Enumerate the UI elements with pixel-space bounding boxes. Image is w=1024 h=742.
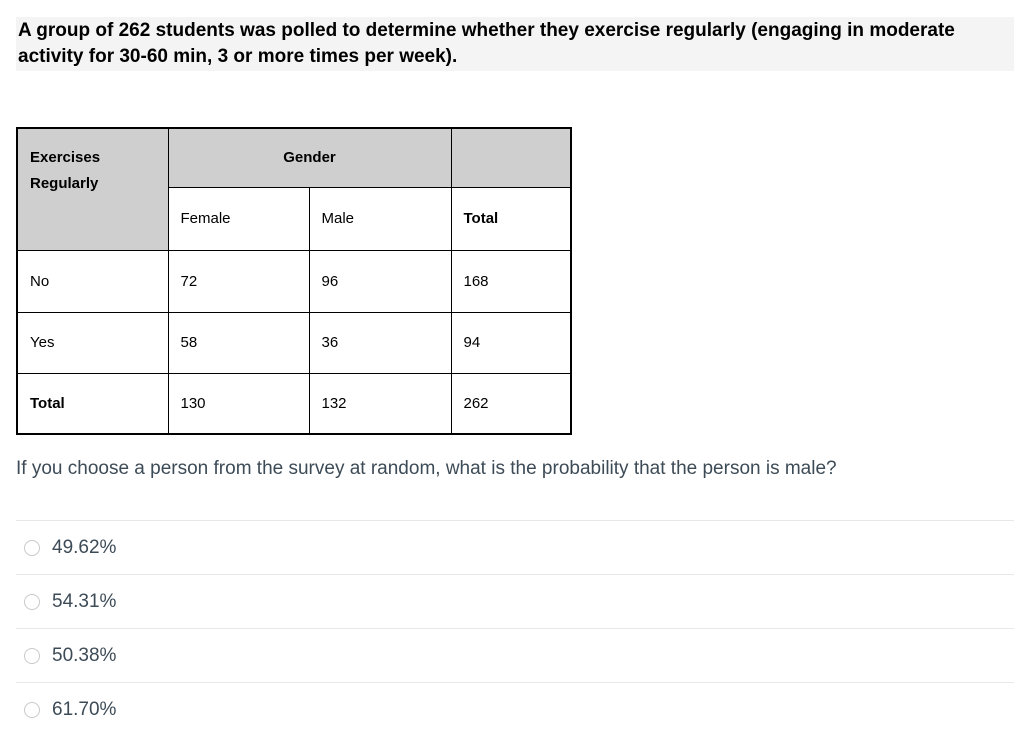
- radio-button-icon[interactable]: [24, 593, 40, 610]
- answer-option-label: 61.70%: [52, 698, 117, 720]
- col-header-total: Total: [450, 186, 572, 251]
- answer-option-2[interactable]: 54.31%: [16, 574, 1014, 628]
- cell-yes-female: 58: [167, 311, 310, 374]
- row-label-yes: Yes: [16, 311, 169, 374]
- table-group-header-gender: Gender: [167, 127, 452, 188]
- col-header-female: Female: [167, 186, 310, 251]
- table-header-row-1: Exercises Regularly Gender: [16, 127, 572, 251]
- table-row-no: No 72 96 168: [16, 249, 572, 313]
- answer-options-list: 49.62% 54.31% 50.38% 61.70%: [16, 520, 1014, 736]
- cell-no-total: 168: [450, 249, 572, 313]
- col-header-male: Male: [308, 186, 452, 251]
- cell-no-male: 96: [308, 249, 452, 313]
- table-corner-header: Exercises Regularly: [16, 127, 169, 251]
- row-label-no: No: [16, 249, 169, 313]
- question-intro-text: A group of 262 students was polled to de…: [16, 17, 1014, 71]
- radio-button-icon[interactable]: [24, 647, 40, 664]
- table-row-total: Total 130 132 262: [16, 372, 572, 435]
- cell-yes-total: 94: [450, 311, 572, 374]
- cell-total-total: 262: [450, 372, 572, 435]
- cell-total-female: 130: [167, 372, 310, 435]
- table-header-row-2: Female Male Total: [17, 186, 572, 251]
- answer-option-3[interactable]: 50.38%: [16, 628, 1014, 682]
- table-empty-header-cell: [450, 127, 572, 188]
- answer-option-label: 50.38%: [52, 644, 117, 666]
- answer-option-1[interactable]: 49.62%: [16, 520, 1014, 574]
- contingency-table: Exercises Regularly Gender Female Male T…: [16, 127, 572, 435]
- cell-total-male: 132: [308, 372, 452, 435]
- answer-option-label: 54.31%: [52, 590, 117, 612]
- row-label-total: Total: [16, 372, 169, 435]
- radio-button-icon[interactable]: [24, 701, 40, 718]
- cell-yes-male: 36: [308, 311, 452, 374]
- radio-button-icon[interactable]: [24, 539, 40, 556]
- table-row-yes: Yes 58 36 94: [16, 311, 572, 374]
- answer-option-label: 49.62%: [52, 536, 117, 558]
- answer-option-4[interactable]: 61.70%: [16, 682, 1014, 736]
- question-text: If you choose a person from the survey a…: [16, 458, 837, 479]
- cell-no-female: 72: [167, 249, 310, 313]
